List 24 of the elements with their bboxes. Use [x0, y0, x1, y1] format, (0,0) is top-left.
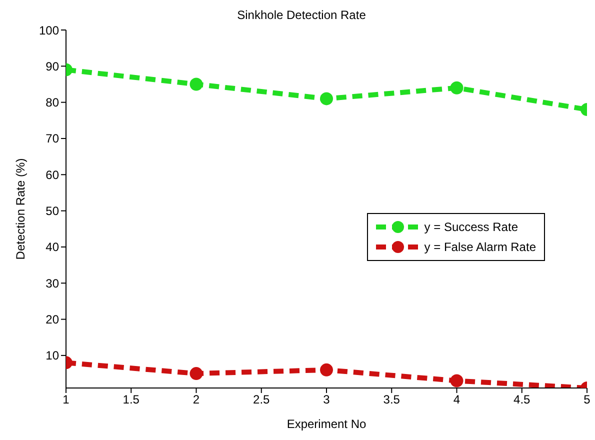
x-tick-label: 1.5 [122, 392, 140, 407]
x-axis-title: Experiment No [286, 417, 367, 431]
x-tick-label: 2.5 [253, 392, 270, 407]
y-tick-label: 60 [46, 168, 60, 182]
y-tick-label: 70 [46, 132, 60, 146]
y-tick-label: 20 [46, 312, 60, 327]
y-axis-title: Detection Rate (%) [13, 158, 28, 260]
x-tick-label: 4.5 [514, 392, 531, 407]
y-tick-label: 100 [38, 23, 60, 38]
y-tick-label: 30 [46, 276, 60, 290]
legend-label: y = Success Rate [424, 220, 518, 234]
y-tick-label: 90 [46, 59, 60, 74]
y-tick-label: 10 [46, 348, 60, 363]
y-tick-label: 40 [46, 240, 60, 254]
legend-label: y = False Alarm Rate [424, 240, 536, 254]
y-tick-label: 50 [46, 204, 60, 218]
x-tick-label: 1 [62, 392, 70, 407]
x-tick-label: 3.5 [383, 392, 400, 407]
y-tick-label: 80 [46, 96, 60, 110]
x-tick-label: 2 [192, 392, 200, 407]
x-tick-label: 4 [453, 392, 460, 407]
x-tick-label: 3 [323, 392, 330, 407]
x-tick-label: 5 [584, 392, 591, 407]
chart-title: Sinkhole Detection Rate [236, 8, 367, 22]
